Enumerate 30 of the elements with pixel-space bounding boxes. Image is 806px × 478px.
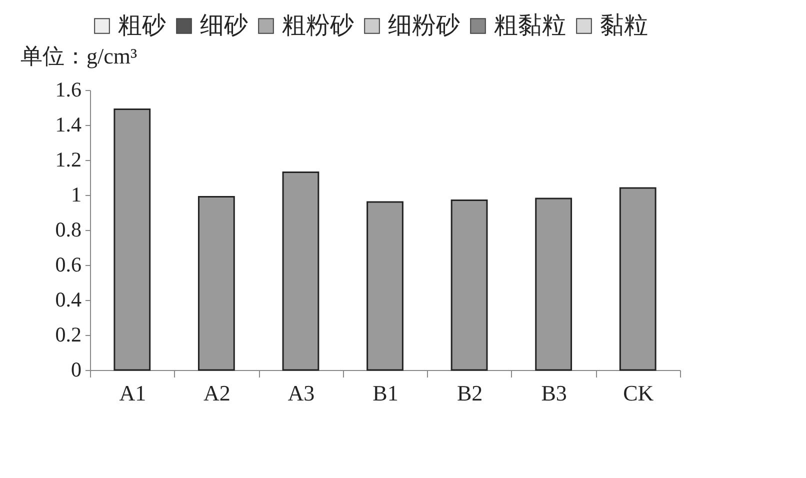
x-tick-label: CK [623, 380, 654, 406]
x-tick-label: A2 [203, 380, 230, 406]
bar [282, 172, 320, 371]
x-tick-label: A3 [288, 380, 315, 406]
legend-label: 黏粒 [600, 13, 648, 39]
legend-label: 细粉砂 [388, 13, 460, 39]
y-tick-label: 0.2 [55, 322, 82, 346]
legend-label: 粗黏粒 [494, 13, 566, 39]
y-tick-label: 0 [71, 358, 82, 382]
y-axis-title: 单位：g/cm³ [20, 44, 138, 68]
legend-label: 粗粉砂 [282, 13, 354, 39]
y-tick-label: 0.6 [55, 252, 82, 276]
legend-label: 粗砂 [118, 13, 166, 39]
y-tick-label: 0.8 [55, 218, 82, 242]
y-tick-label: 1 [71, 182, 82, 206]
bar [114, 108, 151, 371]
bar [535, 198, 572, 371]
x-tick-label: B2 [456, 380, 483, 406]
x-tick-label: B1 [372, 380, 398, 406]
legend-label: 细砂 [200, 13, 248, 39]
bar [450, 200, 488, 371]
x-tick-label: A1 [119, 380, 146, 406]
y-tick-label: 1.2 [55, 148, 82, 172]
y-tick-label: 0.4 [55, 288, 82, 312]
y-tick-label: 1.4 [55, 112, 82, 136]
bar [366, 201, 404, 371]
bar [198, 196, 235, 371]
x-tick-label: B3 [541, 380, 567, 406]
bar [619, 187, 656, 371]
y-tick-label: 1.6 [55, 78, 82, 102]
